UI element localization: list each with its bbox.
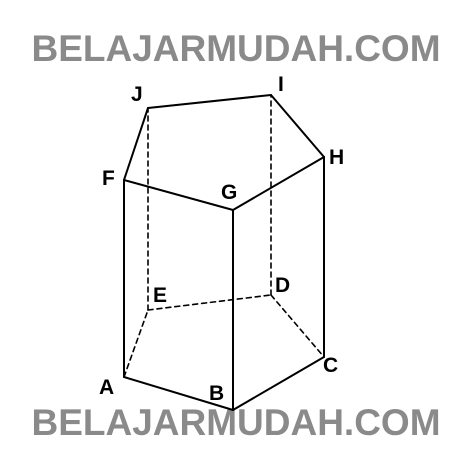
vertex-label-f: F bbox=[102, 167, 115, 190]
edge-a-b bbox=[123, 376, 234, 411]
edge-b-c bbox=[232, 356, 325, 411]
vertex-label-h: H bbox=[329, 146, 344, 169]
edge-i-j bbox=[147, 94, 272, 109]
edge-f-g bbox=[123, 179, 234, 211]
vertex-label-j: J bbox=[131, 83, 143, 106]
edge-g-h bbox=[232, 156, 325, 211]
watermark-top: BELAJARMUDAH.COM bbox=[31, 28, 441, 69]
vertex-label-i: I bbox=[278, 73, 284, 96]
edge-h-i bbox=[270, 94, 325, 158]
vertex-label-d: D bbox=[275, 274, 290, 297]
edge-j-f bbox=[123, 107, 149, 181]
vertex-label-c: C bbox=[323, 354, 338, 377]
vertex-label-a: A bbox=[99, 376, 114, 399]
vertex-label-e: E bbox=[153, 284, 167, 307]
prism-edges bbox=[123, 94, 325, 411]
hidden-edge-a-e bbox=[123, 309, 149, 378]
hidden-edge-d-c bbox=[270, 294, 325, 358]
vertex-labels: A B C D E F G H I J bbox=[99, 73, 344, 405]
hidden-edge-e-d bbox=[147, 294, 272, 311]
vertex-label-g: G bbox=[221, 181, 237, 204]
vertex-label-b: B bbox=[209, 382, 224, 405]
watermark-bottom: BELAJARMUDAH.COM bbox=[31, 402, 441, 443]
